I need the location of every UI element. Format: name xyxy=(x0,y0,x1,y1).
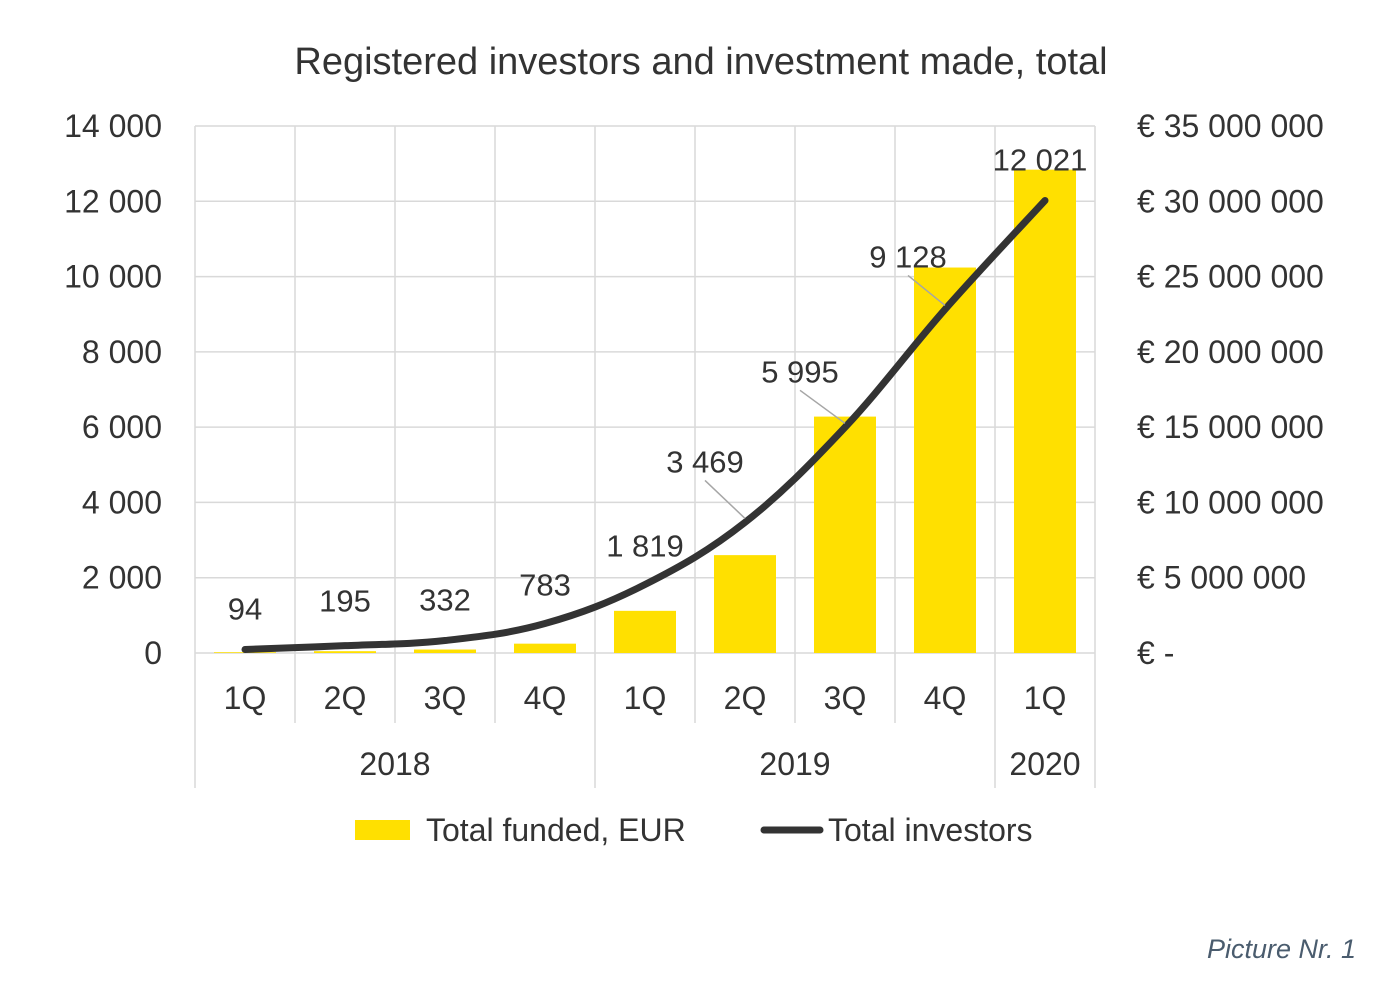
bar-series xyxy=(214,169,1076,653)
category-label: 3Q xyxy=(824,680,867,716)
category-label: 2Q xyxy=(324,680,367,716)
bar xyxy=(814,416,876,653)
year-group-label: 2019 xyxy=(759,746,830,782)
grid xyxy=(194,125,1096,788)
left-tick-label: 8 000 xyxy=(82,334,162,370)
bar xyxy=(1014,169,1076,653)
leader-line xyxy=(907,274,946,306)
right-tick-label: € 25 000 000 xyxy=(1137,259,1324,295)
leader-line xyxy=(704,479,746,519)
left-tick-label: 14 000 xyxy=(64,108,162,144)
data-label: 1 819 xyxy=(606,529,684,564)
bar xyxy=(614,610,676,653)
left-axis: 0 2 000 4 000 6 000 8 000 10 000 12 000 14 000 xyxy=(64,108,162,671)
year-group-label: 2020 xyxy=(1009,746,1080,782)
left-tick-label: 6 000 xyxy=(82,409,162,445)
bar xyxy=(414,649,476,653)
data-label: 12 021 xyxy=(993,142,1088,177)
right-tick-label: € 30 000 000 xyxy=(1137,183,1324,219)
leader-line xyxy=(799,389,846,424)
left-tick-label: 0 xyxy=(144,635,162,671)
total-investors-line xyxy=(241,196,1049,653)
year-group-label: 2018 xyxy=(359,746,430,782)
category-label: 1Q xyxy=(224,680,267,716)
category-label: 1Q xyxy=(1024,680,1067,716)
data-label: 332 xyxy=(419,583,471,618)
right-tick-label: € 15 000 000 xyxy=(1137,409,1324,445)
right-tick-label: € 10 000 000 xyxy=(1137,484,1324,520)
legend-bar-label: Total funded, EUR xyxy=(426,812,686,848)
data-label: 195 xyxy=(319,584,371,619)
bar xyxy=(314,651,376,653)
bar xyxy=(514,643,576,653)
right-tick-label: € 20 000 000 xyxy=(1137,334,1324,370)
legend-line-label: Total investors xyxy=(828,812,1033,848)
category-label: 3Q xyxy=(424,680,467,716)
data-label: 783 xyxy=(519,568,571,603)
left-tick-label: 4 000 xyxy=(82,484,162,520)
data-label: 94 xyxy=(228,591,262,626)
right-tick-label: € 35 000 000 xyxy=(1137,108,1324,144)
legend: Total funded, EUR Total investors xyxy=(355,812,1033,848)
left-tick-label: 10 000 xyxy=(64,259,162,295)
data-label: 5 995 xyxy=(761,354,839,389)
category-label: 4Q xyxy=(524,680,567,716)
line-series xyxy=(241,196,1049,653)
category-label: 4Q xyxy=(924,680,967,716)
bar xyxy=(914,267,976,653)
bar xyxy=(714,555,776,653)
category-axis: 1Q 2Q 3Q 4Q 1Q 2Q 3Q 4Q 1Q 2018 2019 2020 xyxy=(224,680,1081,782)
category-label: 1Q xyxy=(624,680,667,716)
right-tick-label: € - xyxy=(1137,635,1174,671)
left-tick-label: 2 000 xyxy=(82,560,162,596)
legend-bar-swatch xyxy=(355,820,410,840)
chart-title: Registered investors and investment made… xyxy=(294,41,1107,83)
data-label: 3 469 xyxy=(666,444,744,479)
leader-lines xyxy=(704,274,946,519)
right-tick-label: € 5 000 000 xyxy=(1137,560,1306,596)
data-label: 9 128 xyxy=(869,239,947,274)
left-tick-label: 12 000 xyxy=(64,183,162,219)
picture-caption: Picture Nr. 1 xyxy=(1206,934,1356,964)
data-labels: 94 195 332 783 1 819 3 469 5 995 9 128 12 021 xyxy=(228,142,1088,626)
right-axis: € - € 5 000 000 € 10 000 000 € 15 000 000 € … xyxy=(1137,108,1324,671)
category-label: 2Q xyxy=(724,680,767,716)
